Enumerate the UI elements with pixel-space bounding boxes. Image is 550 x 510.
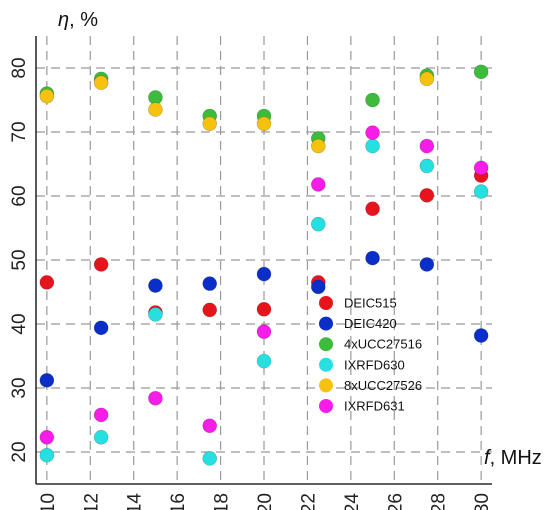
y-tick-label: 60 bbox=[9, 185, 30, 206]
data-point bbox=[366, 202, 380, 216]
data-point bbox=[40, 89, 54, 103]
data-point bbox=[474, 329, 488, 343]
data-point bbox=[203, 117, 217, 131]
data-point bbox=[94, 408, 108, 422]
x-tick-label: 30 bbox=[472, 493, 493, 510]
x-tick-label: 28 bbox=[429, 493, 450, 510]
legend-marker bbox=[319, 337, 333, 351]
data-point bbox=[420, 139, 434, 153]
data-point bbox=[203, 303, 217, 317]
data-point bbox=[148, 391, 162, 405]
x-tick-label: 24 bbox=[342, 493, 363, 510]
data-point bbox=[366, 139, 380, 153]
y-tick-label: 30 bbox=[9, 377, 30, 398]
y-tick-label: 70 bbox=[9, 121, 30, 142]
legend-marker bbox=[319, 378, 333, 392]
data-point bbox=[94, 257, 108, 271]
data-point bbox=[257, 354, 271, 368]
legend-item: 4xUCC27516 bbox=[319, 337, 422, 352]
data-point bbox=[257, 302, 271, 316]
data-point bbox=[420, 72, 434, 86]
data-point bbox=[257, 117, 271, 131]
data-point bbox=[311, 139, 325, 153]
y-tick-labels: 20 30 40 50 60 70 80 bbox=[9, 57, 30, 462]
legend-marker bbox=[319, 296, 333, 310]
legend-marker bbox=[319, 317, 333, 331]
x-axis-title: f, MHz bbox=[484, 447, 542, 469]
legend-label: DEIC420 bbox=[344, 316, 397, 331]
legend-item: IXRFD631 bbox=[319, 399, 405, 414]
legend-item: 8xUCC27526 bbox=[319, 378, 422, 393]
legend-label: 8xUCC27526 bbox=[344, 378, 422, 393]
data-point bbox=[94, 321, 108, 335]
x-tick-label: 10 bbox=[38, 493, 59, 510]
data-point bbox=[203, 419, 217, 433]
data-point bbox=[94, 76, 108, 90]
legend-item: DEIC420 bbox=[319, 316, 397, 331]
data-point bbox=[203, 277, 217, 291]
data-point bbox=[474, 185, 488, 199]
legend-label: IXRFD630 bbox=[344, 357, 405, 372]
data-point bbox=[40, 448, 54, 462]
data-point bbox=[311, 177, 325, 191]
x-tick-label: 18 bbox=[212, 493, 233, 510]
legend-item: IXRFD630 bbox=[319, 357, 405, 372]
x-tick-label: 14 bbox=[125, 493, 146, 510]
x-tick-label: 22 bbox=[298, 493, 319, 510]
y-tick-label: 50 bbox=[9, 249, 30, 270]
data-point bbox=[40, 373, 54, 387]
legend: DEIC515 DEIC420 4xUCC27516 IXRFD630 8xUCC275… bbox=[319, 296, 422, 414]
data-point bbox=[257, 325, 271, 339]
y-tick-label: 80 bbox=[9, 57, 30, 78]
data-point bbox=[203, 451, 217, 465]
data-point bbox=[366, 251, 380, 265]
data-point bbox=[311, 280, 325, 294]
x-tick-label: 26 bbox=[385, 493, 406, 510]
x-tick-labels: 10 12 14 16 18 20 22 24 26 28 30 bbox=[38, 493, 493, 510]
legend-label: DEIC515 bbox=[344, 296, 397, 311]
x-tick-label: 12 bbox=[81, 493, 102, 510]
legend-item: DEIC515 bbox=[319, 296, 397, 311]
x-tick-label: 20 bbox=[255, 493, 276, 510]
data-point bbox=[148, 103, 162, 117]
data-point bbox=[148, 279, 162, 293]
data-point bbox=[94, 430, 108, 444]
y-tick-label: 20 bbox=[9, 441, 30, 462]
data-point bbox=[474, 65, 488, 79]
legend-label: IXRFD631 bbox=[344, 399, 405, 414]
y-axis-title: η, % bbox=[58, 9, 98, 31]
x-tick-label: 16 bbox=[168, 493, 189, 510]
legend-marker bbox=[319, 358, 333, 372]
legend-marker bbox=[319, 399, 333, 413]
data-point bbox=[148, 307, 162, 321]
data-point bbox=[420, 188, 434, 202]
data-point bbox=[40, 275, 54, 289]
data-point bbox=[420, 257, 434, 271]
y-tick-label: 40 bbox=[9, 313, 30, 334]
data-point bbox=[474, 161, 488, 175]
data-point bbox=[257, 267, 271, 281]
data-point bbox=[420, 159, 434, 173]
data-point bbox=[366, 126, 380, 140]
data-point bbox=[366, 93, 380, 107]
legend-label: 4xUCC27516 bbox=[344, 337, 422, 352]
data-point bbox=[311, 217, 325, 231]
data-point bbox=[40, 430, 54, 444]
